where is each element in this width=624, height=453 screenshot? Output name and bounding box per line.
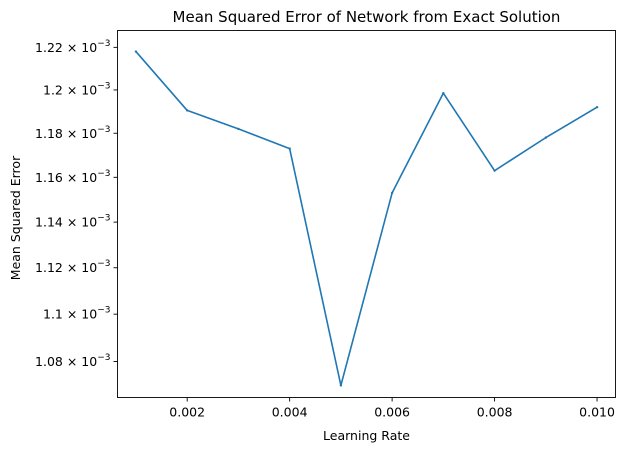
x-axis-ticks: 0.002 0.004 0.006 0.008 0.010 — [169, 397, 615, 420]
x-tick-label: 0.004 — [272, 405, 308, 420]
plot-frame — [117, 30, 616, 398]
x-tick-label: 0.010 — [579, 405, 615, 420]
y-tick-label: 1.2 × 10−3 — [43, 81, 111, 97]
y-tick-label: 1.08 × 10−3 — [35, 353, 110, 369]
x-tick-label: 0.008 — [477, 405, 513, 420]
y-tick-label: 1.14 × 10−3 — [35, 214, 110, 230]
y-tick-label: 1.22 × 10−3 — [35, 39, 110, 55]
data-point — [339, 384, 343, 387]
data-point — [442, 91, 445, 95]
x-tick-label: 0.002 — [169, 405, 205, 420]
data-point — [288, 147, 291, 150]
plot-area — [117, 30, 616, 398]
data-point — [493, 169, 496, 172]
y-axis-label: Mean Squared Error — [8, 155, 23, 280]
x-tick-label: 0.006 — [374, 405, 410, 420]
y-tick-label: 1.18 × 10−3 — [35, 125, 110, 141]
data-point — [134, 50, 138, 53]
chart-title: Mean Squared Error of Network from Exact… — [173, 8, 561, 26]
y-axis-ticks: 1.08 × 10−3 1.1 × 10−3 1.12 × 10−3 1.14 × 1… — [35, 39, 118, 369]
x-axis-label: Learning Rate — [323, 428, 410, 443]
series-layer — [134, 50, 599, 387]
data-point — [544, 136, 548, 139]
data-point — [390, 191, 394, 195]
data-point — [237, 127, 240, 131]
y-tick-label: 1.12 × 10−3 — [35, 259, 110, 275]
data-point — [185, 109, 189, 112]
y-tick-label: 1.1 × 10−3 — [43, 306, 111, 322]
data-point — [595, 105, 599, 109]
series-line-0 — [135, 50, 598, 387]
y-tick-label: 1.16 × 10−3 — [35, 169, 110, 185]
